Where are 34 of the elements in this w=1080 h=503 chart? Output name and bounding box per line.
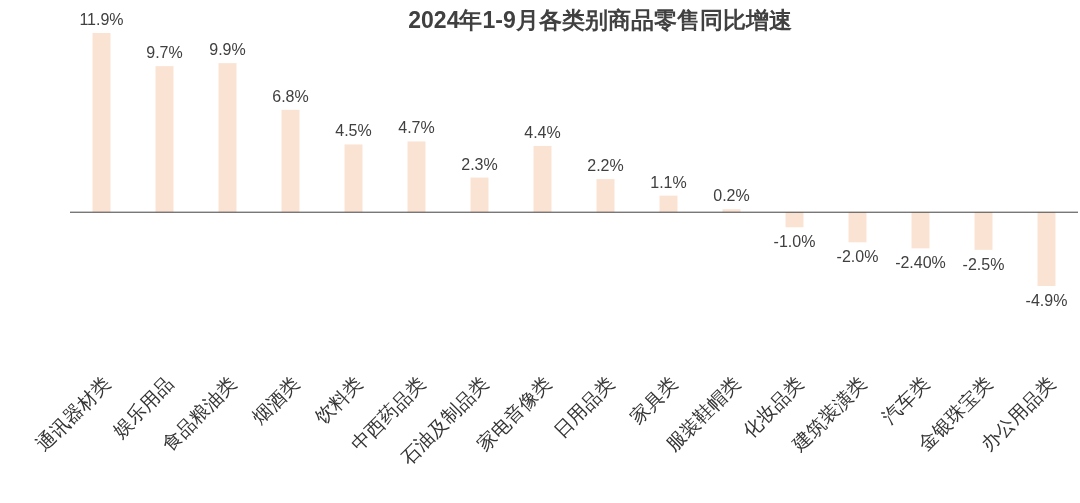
bar (974, 212, 993, 250)
bar (659, 195, 678, 213)
bar (470, 177, 489, 213)
bar (92, 33, 111, 213)
data-label: 1.1% (650, 173, 687, 191)
bar (344, 144, 363, 213)
data-label: 4.7% (398, 119, 435, 137)
data-label: 4.5% (335, 122, 372, 140)
data-label: 0.2% (713, 187, 750, 205)
bar (722, 209, 741, 213)
data-label: 11.9% (79, 11, 124, 28)
bar (848, 212, 867, 243)
data-label: 4.4% (524, 123, 561, 141)
data-label: 2.2% (587, 157, 624, 175)
data-label: 2.3% (461, 155, 498, 173)
data-label: -1.0% (773, 233, 816, 251)
data-label: 9.9% (209, 41, 246, 59)
bar (533, 145, 552, 213)
data-label: 9.7% (146, 44, 183, 62)
data-label: -2.0% (836, 248, 879, 266)
bar (407, 141, 426, 213)
bar (155, 66, 174, 213)
bar (596, 179, 615, 213)
data-label: -4.9% (1025, 292, 1068, 309)
bar (785, 212, 804, 228)
data-label: -2.40% (895, 254, 946, 272)
chart-title: 2024年1-9月各类别商品零售同比增速 (408, 7, 792, 33)
data-label: -2.5% (962, 255, 1005, 273)
bar (218, 63, 237, 213)
data-label: 6.8% (272, 87, 309, 105)
x-tick-label: 烟酒类 (248, 372, 304, 429)
bar (911, 212, 930, 249)
bar (281, 109, 300, 213)
bar (1037, 212, 1056, 286)
